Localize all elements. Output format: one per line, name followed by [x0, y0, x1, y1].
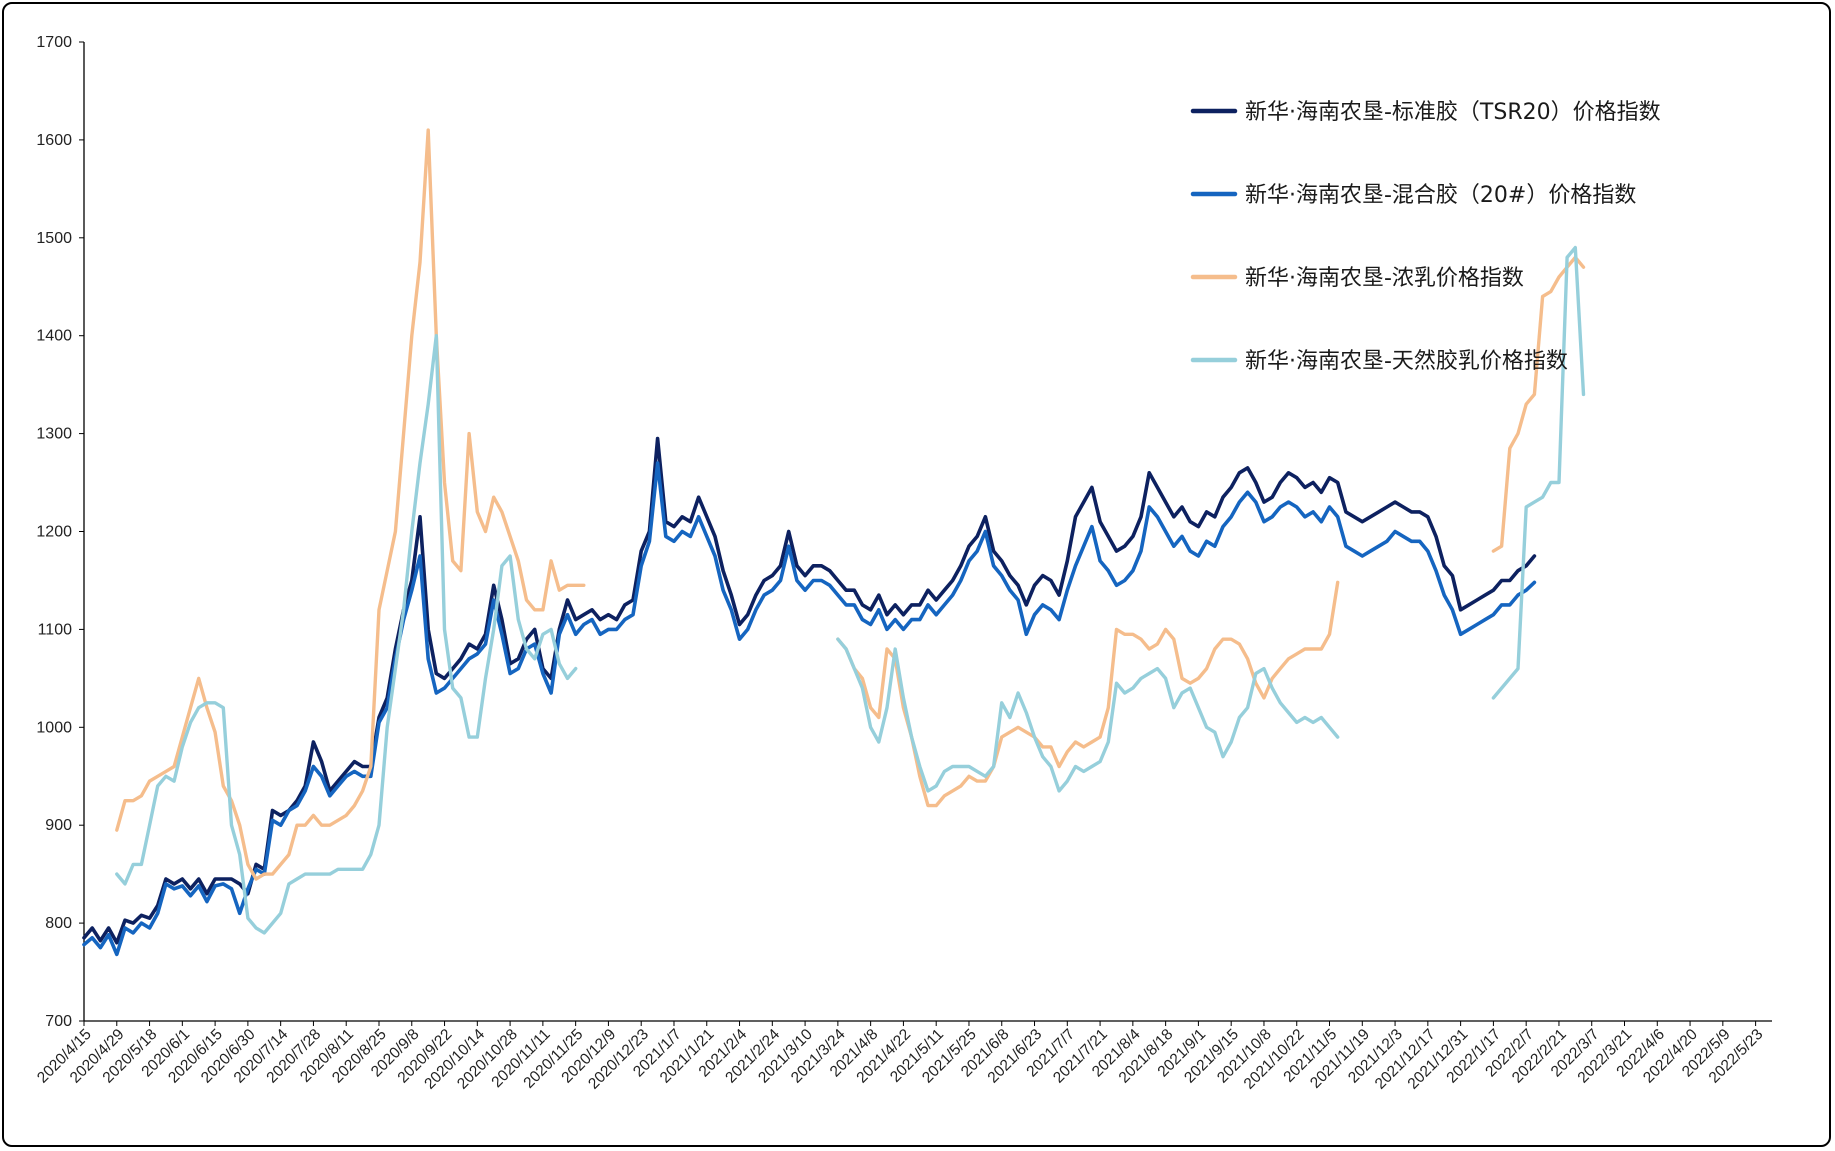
series-line-4 [1491, 245, 1586, 700]
x-axis-ticks: 2020/4/152020/4/292020/5/182020/6/12020/… [34, 1021, 1766, 1093]
series-line-4 [836, 637, 1340, 793]
legend-label-4: 新华·海南农垦-天然胶乳价格指数 [1245, 349, 1568, 374]
legend-label-3: 新华·海南农垦-浓乳价格指数 [1245, 266, 1524, 291]
y-tick-label: 800 [45, 915, 72, 932]
series-line-3 [836, 580, 1340, 808]
y-tick-label: 1100 [38, 621, 73, 638]
y-tick-label: 900 [45, 817, 72, 834]
plot-area [82, 128, 1586, 957]
y-tick-label: 1500 [36, 230, 72, 247]
y-tick-label: 1200 [36, 524, 72, 541]
legend-label-2: 新华·海南农垦-混合胶（20#）价格指数 [1245, 183, 1636, 208]
legend-label-1: 新华·海南农垦-标准胶（TSR20）价格指数 [1245, 100, 1661, 125]
series-line-3 [1491, 255, 1586, 553]
series-line-3 [115, 128, 586, 881]
series-line-2 [82, 461, 1537, 957]
y-tick-label: 1600 [36, 132, 72, 149]
y-tick-label: 1400 [36, 328, 72, 345]
y-tick-label: 1300 [36, 426, 72, 443]
y-tick-label: 1700 [36, 34, 72, 51]
y-axis-ticks: 700 800 900 1000 1100 1200 1300 1400 1500 1600 170… [36, 34, 84, 1030]
legend: 新华·海南农垦-标准胶（TSR20）价格指数新华·海南农垦-混合胶（20#）价格… [1190, 100, 1661, 374]
series-line-4 [115, 334, 578, 935]
y-tick-label: 1000 [36, 719, 72, 736]
series-line-1 [82, 436, 1537, 945]
y-tick-label: 700 [45, 1013, 72, 1030]
